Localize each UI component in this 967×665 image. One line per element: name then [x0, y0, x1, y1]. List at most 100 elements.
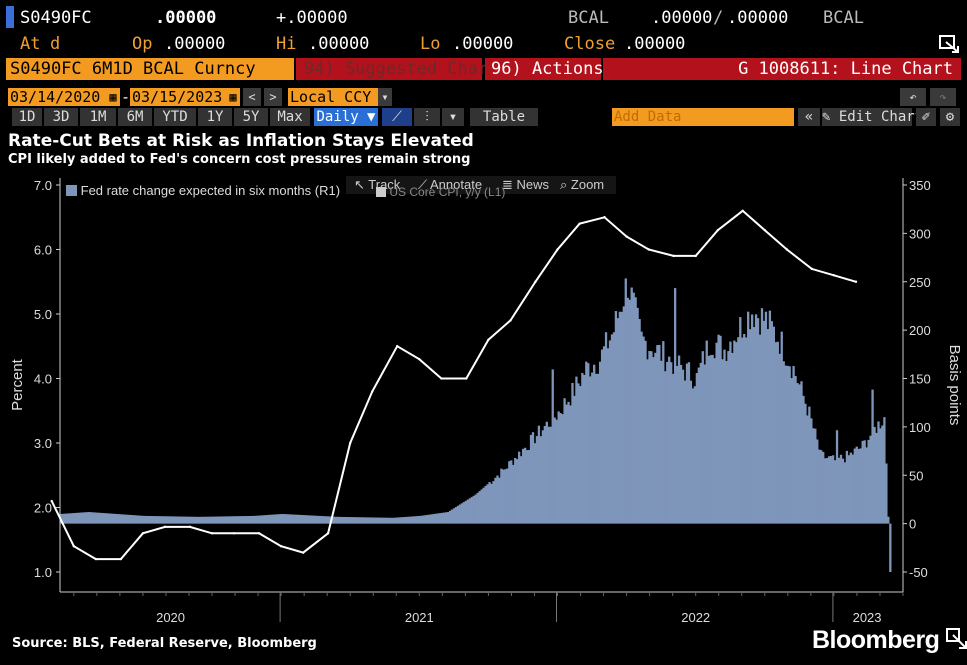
chart-id-label: G 1008611: Line Chart — [603, 58, 961, 80]
currency-select[interactable]: Local CCY — [288, 88, 378, 106]
fed-bar — [233, 516, 237, 524]
date-dash: - — [121, 88, 131, 106]
core-cpi-line-series — [50, 209, 858, 561]
fed-bar — [77, 512, 81, 524]
table-button[interactable]: Table — [470, 108, 538, 126]
ask-price: .00000 — [727, 8, 789, 28]
chart-area[interactable]: 1.0 2.0 3.0 4.0 5.0 6.0 7.0 -50 0 50 100 150 200 250 3… — [0, 170, 967, 630]
undo-icon[interactable]: ↶ — [900, 88, 926, 106]
fed-bar — [73, 512, 77, 524]
legend-item-fed[interactable]: Fed rate change expected in six months (… — [66, 183, 340, 198]
fed-bar — [125, 514, 128, 524]
fed-bar — [61, 513, 65, 524]
range-6m[interactable]: 6M — [118, 108, 152, 126]
fed-bar — [431, 514, 434, 524]
right-tick-label: 300 — [909, 226, 931, 241]
fed-bar — [646, 359, 649, 524]
fed-bar — [395, 517, 398, 524]
legend-item-cpi[interactable]: US Core CPI, y/y (L1) — [376, 185, 505, 199]
range-5y[interactable]: 5Y — [234, 108, 268, 126]
fed-bar — [535, 436, 539, 524]
news-button[interactable]: ≣ News — [502, 177, 549, 193]
range-3d[interactable]: 3D — [44, 108, 78, 126]
fed-bar — [373, 517, 377, 524]
fed-bar — [853, 448, 856, 524]
end-calendar-icon[interactable]: ▦ — [226, 88, 240, 106]
fed-bar — [399, 517, 402, 524]
ohlc-row: At d Op .00000 Hi .00000 Lo .00000 Close… — [0, 32, 967, 56]
prev-range-icon[interactable]: < — [243, 88, 261, 106]
zoom-button[interactable]: ⌕ Zoom — [560, 177, 604, 193]
fed-bar — [790, 378, 793, 524]
low-value: .00000 — [452, 34, 514, 54]
security-field[interactable]: S0490FC 6M1D BCAL Curncy — [6, 58, 294, 80]
fed-bar — [604, 332, 608, 524]
fed-bar — [689, 380, 693, 524]
chart-type-caret-icon[interactable]: ▾ — [442, 108, 464, 126]
fed-bar — [176, 516, 179, 524]
start-calendar-icon[interactable]: ▦ — [106, 88, 120, 106]
actions-menu[interactable]: 96) Actions ▾ — [485, 58, 627, 80]
fed-bar — [198, 516, 201, 524]
frequency-select[interactable]: Daily ▼ — [314, 108, 378, 126]
fed-bar — [814, 428, 817, 524]
bloomberg-logo: Bloomberg — [812, 626, 967, 655]
suggested-charts-button[interactable]: 94) Suggested Charts — [296, 58, 509, 80]
currency-caret-icon[interactable]: ▾ — [378, 88, 392, 106]
fed-bar — [847, 455, 851, 524]
fed-bar — [693, 386, 697, 524]
fed-bar — [512, 464, 515, 524]
range-ytd[interactable]: YTD — [154, 108, 196, 126]
range-1y[interactable]: 1Y — [198, 108, 232, 126]
fed-bar — [644, 340, 647, 524]
range-1d[interactable]: 1D — [12, 108, 42, 126]
fed-bar — [697, 367, 700, 524]
fed-bar — [419, 515, 422, 524]
expand-icon[interactable] — [938, 34, 960, 54]
left-tick-label: 3.0 — [34, 436, 52, 451]
expand-chart-icon[interactable] — [945, 628, 967, 650]
fed-bar — [129, 514, 132, 524]
redo-icon[interactable]: ↷ — [930, 88, 956, 106]
fed-bar — [369, 517, 373, 524]
fed-bar — [474, 494, 477, 524]
cpi-point — [694, 254, 697, 258]
fed-bar — [109, 513, 112, 524]
annotate-button[interactable]: ⟋ Annotate — [418, 177, 482, 193]
pencil-icon: ✎ — [822, 109, 839, 125]
cpi-point — [119, 557, 123, 561]
fed-bar — [632, 292, 635, 524]
ticker-symbol[interactable]: S0490FC — [20, 8, 92, 28]
range-max[interactable]: Max — [270, 108, 310, 126]
fed-bar — [470, 497, 473, 524]
fed-bar — [741, 337, 744, 524]
collapse-icon[interactable]: « — [798, 108, 820, 126]
fed-bar — [119, 514, 122, 524]
fed-bar — [401, 517, 404, 524]
right-tick-label: 250 — [909, 275, 931, 290]
range-1m[interactable]: 1M — [80, 108, 116, 126]
fed-bar — [354, 517, 357, 524]
edit-chart-button[interactable]: ✎ Edit Chart — [822, 108, 923, 126]
fed-bar — [217, 516, 221, 524]
fed-bar — [462, 502, 466, 524]
start-date-input[interactable]: 03/14/2020 — [8, 88, 106, 106]
settings-gear-icon[interactable]: ⚙ — [940, 108, 960, 126]
draw-icon[interactable]: ✐ — [916, 108, 936, 126]
chart-title: Rate-Cut Bets at Risk as Inflation Stays… — [8, 131, 474, 151]
fed-bar — [703, 364, 706, 524]
fed-bar — [772, 326, 776, 524]
end-date-input[interactable]: 03/15/2023 — [130, 88, 226, 106]
fed-bar — [458, 504, 462, 524]
fed-bar — [212, 516, 215, 524]
fed-bar — [105, 513, 108, 524]
fed-bar — [67, 513, 71, 524]
fed-bar — [413, 516, 416, 524]
next-range-icon[interactable]: > — [264, 88, 282, 106]
fed-bar — [829, 456, 833, 524]
axis-labels: 1.0 2.0 3.0 4.0 5.0 6.0 7.0 -50 0 50 100 150 200 250 3… — [9, 178, 963, 625]
add-data-input[interactable]: Add Data — [612, 108, 794, 126]
bar-chart-icon[interactable]: ⫶ — [414, 108, 440, 126]
line-chart-icon[interactable]: ⟋ — [382, 108, 412, 126]
fed-bar — [733, 340, 736, 524]
